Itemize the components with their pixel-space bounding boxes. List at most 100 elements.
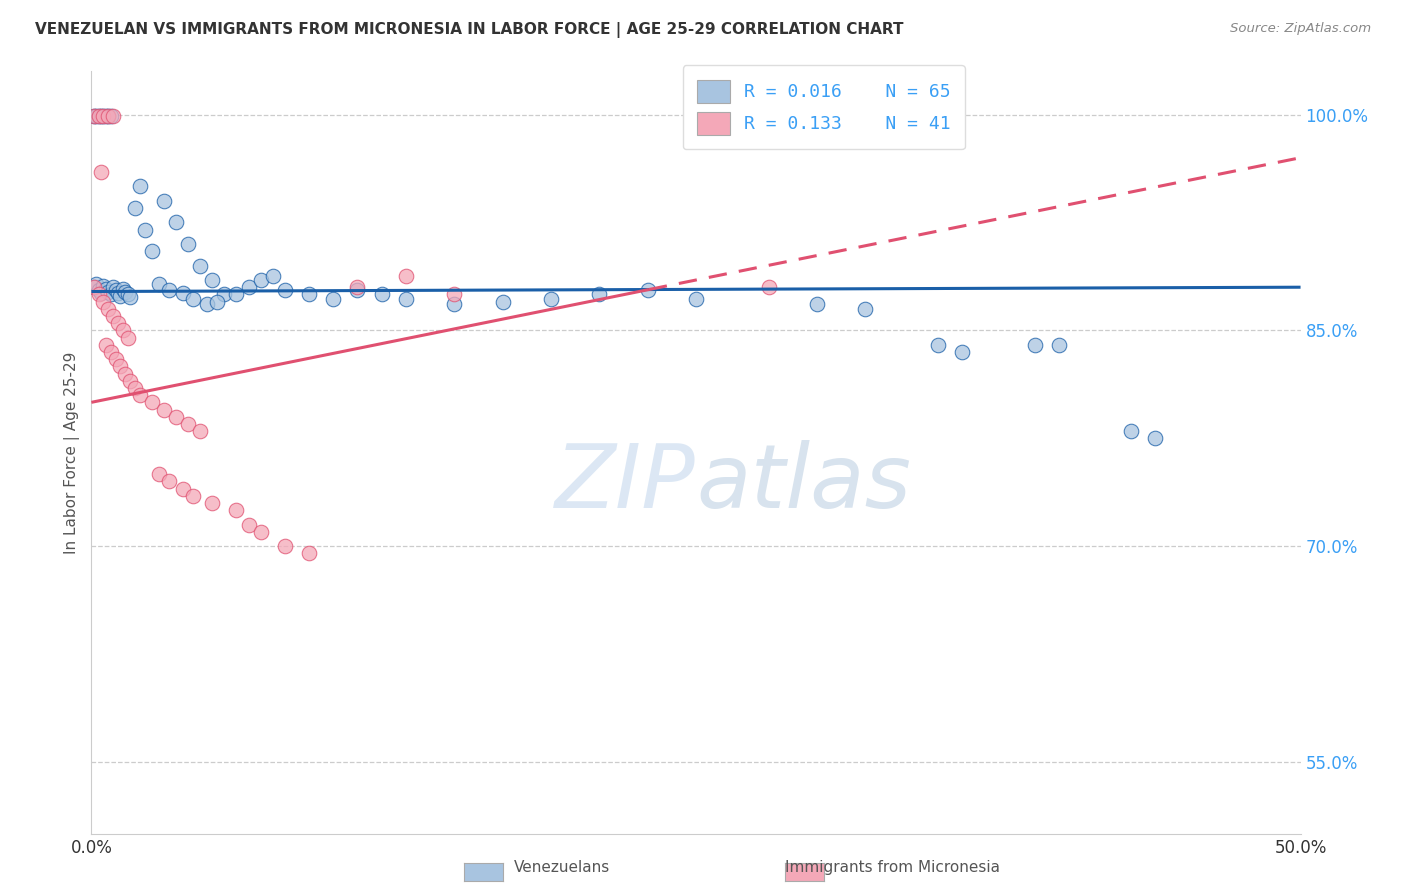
Point	[1024, 338, 1046, 352]
Point	[107, 316, 129, 330]
Point	[84, 109, 107, 123]
Point	[238, 280, 260, 294]
Point	[83, 109, 105, 123]
Point	[111, 323, 134, 337]
Point	[104, 352, 127, 367]
Text: Source: ZipAtlas.com: Source: ZipAtlas.com	[1230, 22, 1371, 36]
Point	[262, 268, 284, 283]
Point	[491, 294, 513, 309]
Point	[322, 292, 344, 306]
Point	[274, 283, 297, 297]
Point	[120, 374, 142, 388]
Point	[100, 109, 122, 123]
Point	[93, 109, 115, 123]
Point	[141, 244, 163, 259]
Text: atlas: atlas	[696, 440, 911, 526]
Point	[124, 201, 146, 215]
Point	[637, 283, 659, 297]
Point	[107, 285, 129, 300]
Point	[94, 338, 117, 352]
Point	[950, 345, 973, 359]
Point	[128, 179, 150, 194]
Point	[100, 287, 122, 301]
Text: Immigrants from Micronesia: Immigrants from Micronesia	[786, 861, 1000, 875]
Point	[93, 278, 115, 293]
Point	[685, 292, 707, 306]
Point	[141, 395, 163, 409]
Point	[346, 280, 368, 294]
Point	[927, 338, 949, 352]
Point	[90, 165, 112, 179]
Point	[90, 285, 112, 300]
Point	[249, 273, 271, 287]
Point	[148, 277, 170, 292]
Point	[165, 409, 187, 424]
Point	[395, 268, 418, 283]
Point	[134, 222, 156, 236]
Point	[758, 280, 780, 294]
Point	[120, 290, 142, 304]
Point	[83, 280, 105, 294]
Point	[172, 285, 194, 300]
Point	[214, 287, 236, 301]
Point	[188, 259, 211, 273]
Point	[806, 297, 828, 311]
Point	[346, 283, 368, 297]
Point	[97, 109, 120, 123]
Point	[172, 482, 194, 496]
Point	[117, 287, 139, 301]
Point	[153, 194, 176, 208]
Point	[181, 489, 204, 503]
Point	[443, 297, 465, 311]
Point	[249, 524, 271, 539]
Point	[111, 282, 134, 296]
Point	[101, 109, 124, 123]
Point	[853, 301, 876, 316]
Point	[94, 109, 117, 123]
Point	[1047, 338, 1070, 352]
Point	[395, 292, 418, 306]
Point	[274, 539, 297, 553]
Point	[201, 496, 224, 510]
Point	[83, 280, 105, 294]
Point	[181, 292, 204, 306]
Text: VENEZUELAN VS IMMIGRANTS FROM MICRONESIA IN LABOR FORCE | AGE 25-29 CORRELATION : VENEZUELAN VS IMMIGRANTS FROM MICRONESIA…	[35, 22, 904, 38]
Point	[87, 287, 110, 301]
Text: ZIP: ZIP	[555, 440, 696, 526]
Point	[84, 277, 107, 292]
Point	[238, 517, 260, 532]
Point	[225, 503, 247, 517]
Point	[87, 109, 110, 123]
Point	[100, 345, 122, 359]
Point	[197, 297, 219, 311]
Point	[177, 237, 200, 252]
Point	[157, 283, 180, 297]
Point	[177, 417, 200, 431]
Legend: R = 0.016    N = 65, R = 0.133    N = 41: R = 0.016 N = 65, R = 0.133 N = 41	[682, 65, 965, 150]
Point	[101, 280, 124, 294]
Point	[1144, 431, 1167, 445]
Point	[114, 367, 136, 381]
Point	[94, 282, 117, 296]
Point	[124, 381, 146, 395]
Point	[201, 273, 224, 287]
Point	[97, 109, 120, 123]
Point	[110, 359, 132, 374]
Point	[1121, 424, 1143, 438]
Point	[97, 285, 120, 299]
Point	[443, 287, 465, 301]
Point	[128, 388, 150, 402]
Point	[370, 287, 392, 301]
Point	[101, 309, 124, 323]
Y-axis label: In Labor Force | Age 25-29: In Labor Force | Age 25-29	[65, 351, 80, 554]
Point	[588, 287, 610, 301]
Point	[97, 301, 120, 316]
Point	[157, 475, 180, 489]
Point	[540, 292, 562, 306]
Text: Venezuelans: Venezuelans	[515, 861, 610, 875]
Point	[93, 109, 115, 123]
Point	[205, 294, 228, 309]
Point	[110, 289, 132, 303]
Point	[87, 283, 110, 297]
Point	[90, 109, 112, 123]
